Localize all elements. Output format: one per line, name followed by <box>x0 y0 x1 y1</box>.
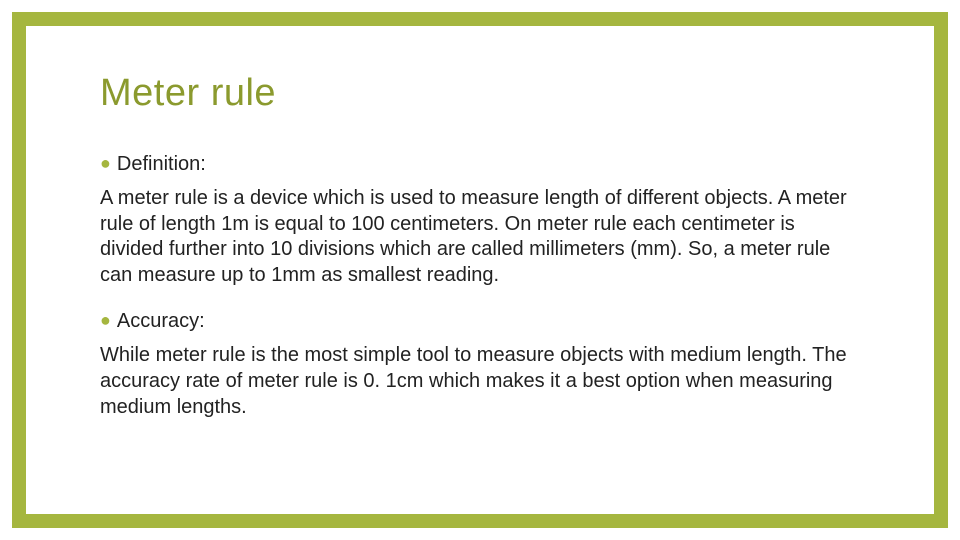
section-label-accuracy: Accuracy: <box>117 310 205 333</box>
bullet-row-definition: ● Definition: <box>100 153 860 176</box>
bullet-row-accuracy: ● Accuracy: <box>100 310 860 333</box>
section-label-definition: Definition: <box>117 153 206 176</box>
bullet-icon: ● <box>100 311 111 329</box>
slide-title: Meter rule <box>100 72 860 115</box>
section-text-accuracy: While meter rule is the most simple tool… <box>100 343 860 420</box>
slide-content: Meter rule ● Definition: A meter rule is… <box>26 26 934 462</box>
bullet-icon: ● <box>100 154 111 172</box>
section-text-definition: A meter rule is a device which is used t… <box>100 186 860 288</box>
slide-frame: Meter rule ● Definition: A meter rule is… <box>12 12 948 528</box>
